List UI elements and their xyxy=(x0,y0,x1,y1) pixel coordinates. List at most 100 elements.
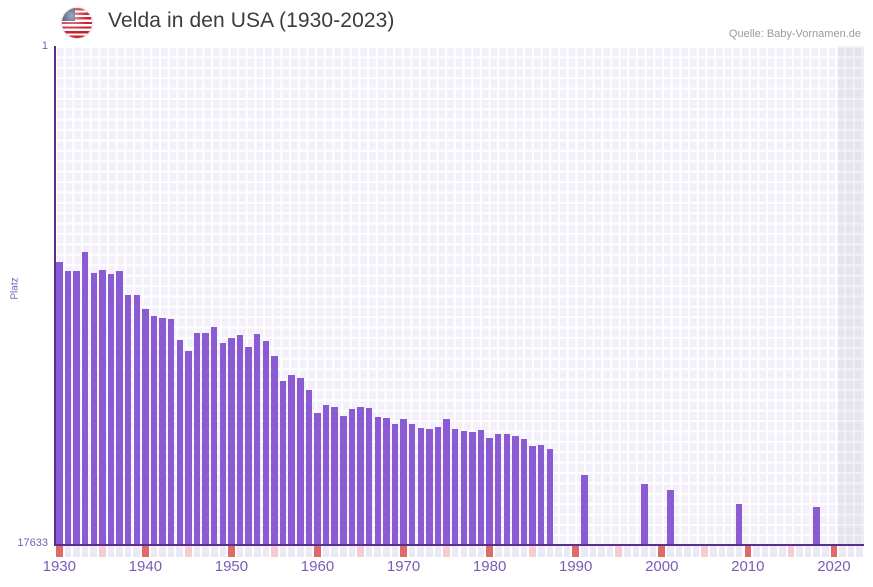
bar-1949[interactable] xyxy=(219,342,227,545)
bar-1935[interactable] xyxy=(99,270,106,545)
bar-1967[interactable] xyxy=(374,417,381,545)
x-tick-year-2011 xyxy=(753,546,760,557)
bar-1966[interactable] xyxy=(365,407,373,545)
x-tick-half-decade-1975 xyxy=(443,546,450,557)
x-tick-year-1941 xyxy=(150,546,158,557)
x-tick-year-1946 xyxy=(193,546,201,557)
x-tick-year-2009 xyxy=(735,546,743,557)
x-tick-year-1974 xyxy=(434,546,442,557)
bar-1983[interactable] xyxy=(512,435,519,545)
x-tick-half-decade-2015 xyxy=(787,546,795,557)
bar-1982[interactable] xyxy=(503,433,511,545)
bar-1956[interactable] xyxy=(279,381,287,545)
bar-1985[interactable] xyxy=(529,446,536,545)
bar-1931[interactable] xyxy=(64,270,72,545)
plot-area xyxy=(55,46,864,545)
flag-gloss xyxy=(62,8,92,38)
bar-1946[interactable] xyxy=(193,333,201,545)
bar-1943[interactable] xyxy=(167,318,175,545)
bar-1942[interactable] xyxy=(159,317,166,545)
bar-1960[interactable] xyxy=(314,412,321,545)
x-tick-decade-1980 xyxy=(486,546,493,557)
bar-1954[interactable] xyxy=(262,341,270,545)
x-tick-year-1948 xyxy=(210,546,218,557)
x-tick-year-2007 xyxy=(718,546,726,557)
bar-1991[interactable] xyxy=(581,474,588,545)
bar-1975[interactable] xyxy=(443,419,450,545)
bar-1953[interactable] xyxy=(254,333,261,545)
bar-1971[interactable] xyxy=(408,423,416,545)
bar-1970[interactable] xyxy=(400,418,407,545)
bar-1973[interactable] xyxy=(426,428,433,545)
bar-1945[interactable] xyxy=(185,351,192,545)
x-tick-year-1968 xyxy=(383,546,390,557)
bar-1941[interactable] xyxy=(150,315,158,545)
x-axis-label-1950: 1950 xyxy=(214,558,249,575)
x-tick-year-1969 xyxy=(391,546,399,557)
bar-1998[interactable] xyxy=(641,483,648,545)
bar-1979[interactable] xyxy=(477,430,485,545)
bar-1968[interactable] xyxy=(383,417,390,545)
bar-1959[interactable] xyxy=(305,389,313,545)
x-tick-year-1956 xyxy=(279,546,287,557)
bar-1980[interactable] xyxy=(486,437,493,545)
bar-1933[interactable] xyxy=(81,252,89,545)
x-tick-decade-1940 xyxy=(142,546,149,557)
x-tick-year-1989 xyxy=(563,546,571,557)
bar-1932[interactable] xyxy=(73,270,80,545)
x-tick-year-1958 xyxy=(296,546,304,557)
bar-1947[interactable] xyxy=(202,333,209,545)
bar-1939[interactable] xyxy=(133,295,140,545)
x-tick-year-1998 xyxy=(641,546,648,557)
bar-1984[interactable] xyxy=(520,439,528,545)
y-axis-bottom-label: 17633 xyxy=(17,537,48,549)
x-tick-year-1936 xyxy=(107,546,115,557)
bar-1955[interactable] xyxy=(271,356,278,545)
x-axis-label-1940: 1940 xyxy=(128,558,163,575)
bar-1948[interactable] xyxy=(210,327,218,545)
bar-1938[interactable] xyxy=(124,294,132,545)
bar-1957[interactable] xyxy=(288,374,295,545)
bar-1978[interactable] xyxy=(469,432,476,545)
x-axis-ticks xyxy=(55,546,864,557)
x-tick-year-2004 xyxy=(692,546,700,557)
x-tick-year-1947 xyxy=(202,546,209,557)
bar-1952[interactable] xyxy=(245,347,252,545)
bar-1964[interactable] xyxy=(348,409,356,545)
bar-1937[interactable] xyxy=(116,271,123,545)
bar-1944[interactable] xyxy=(176,339,184,545)
x-tick-year-1981 xyxy=(494,546,502,557)
bar-1986[interactable] xyxy=(538,445,545,545)
x-tick-year-1961 xyxy=(322,546,330,557)
bar-1962[interactable] xyxy=(331,407,338,545)
bar-1940[interactable] xyxy=(142,308,149,545)
x-tick-year-2023 xyxy=(856,546,863,557)
bar-1961[interactable] xyxy=(322,405,330,545)
x-tick-year-1984 xyxy=(520,546,528,557)
bar-2018[interactable] xyxy=(813,507,820,545)
x-tick-year-1943 xyxy=(167,546,175,557)
bar-1977[interactable] xyxy=(460,430,468,545)
bar-1958[interactable] xyxy=(297,377,304,545)
bar-1965[interactable] xyxy=(357,407,364,545)
bar-1981[interactable] xyxy=(495,434,502,545)
bar-2009[interactable] xyxy=(735,503,743,545)
bar-1934[interactable] xyxy=(90,272,97,545)
bar-1950[interactable] xyxy=(228,338,235,545)
y-axis-top-label: 1 xyxy=(41,40,48,52)
bar-1969[interactable] xyxy=(391,423,399,545)
x-tick-decade-1960 xyxy=(314,546,321,557)
bar-1976[interactable] xyxy=(451,428,459,545)
bar-1987[interactable] xyxy=(546,449,554,545)
bar-1972[interactable] xyxy=(417,428,424,545)
bar-1951[interactable] xyxy=(236,335,244,545)
x-axis-label-1930: 1930 xyxy=(42,558,76,575)
bar-2001[interactable] xyxy=(667,490,674,545)
x-tick-decade-2010 xyxy=(744,546,752,557)
x-tick-year-1953 xyxy=(253,546,261,557)
bar-1936[interactable] xyxy=(107,273,115,545)
x-tick-decade-2020 xyxy=(830,546,838,557)
bar-1930[interactable] xyxy=(56,262,63,545)
bar-1974[interactable] xyxy=(434,427,442,545)
bar-1963[interactable] xyxy=(340,416,347,545)
